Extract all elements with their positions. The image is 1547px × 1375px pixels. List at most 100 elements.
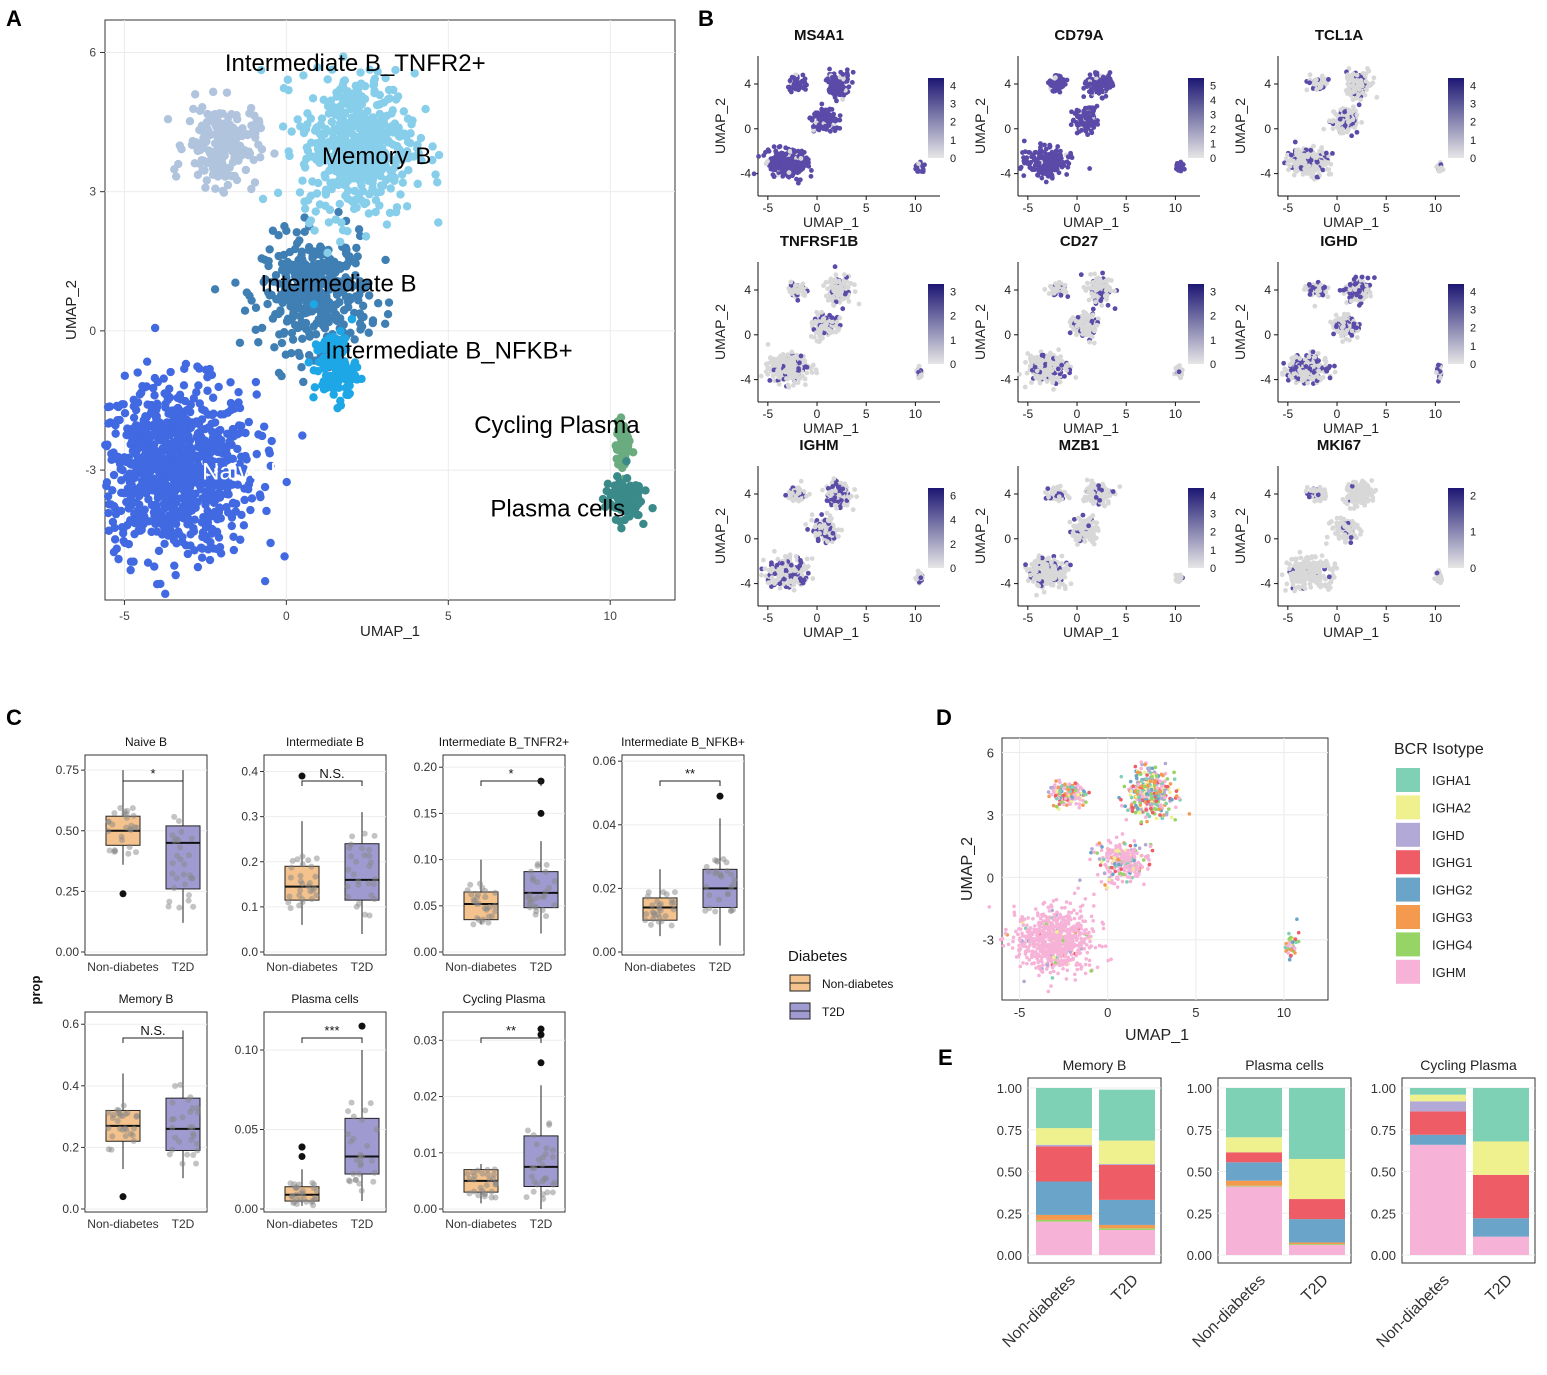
point [159, 500, 168, 509]
point [150, 373, 160, 383]
cell-point [1314, 159, 1320, 165]
y-tick-label: 4 [1004, 283, 1011, 297]
cell-point [820, 335, 825, 341]
point [202, 534, 211, 544]
y-tick-label: 0 [1004, 328, 1011, 342]
cell-point [1350, 89, 1356, 95]
point [373, 299, 383, 308]
cell-point [850, 69, 856, 75]
point [627, 492, 636, 502]
point [171, 462, 181, 472]
cell-point [1031, 166, 1037, 172]
point [603, 479, 613, 489]
cell-point [812, 318, 818, 324]
point [235, 338, 245, 347]
x-tick-label: 0 [1074, 407, 1081, 421]
x-tick-label: 0 [814, 201, 821, 215]
point [259, 422, 269, 431]
colorbar-label: 3 [950, 286, 956, 298]
point [158, 431, 167, 440]
cell-point [1064, 77, 1070, 83]
point [241, 147, 251, 157]
point [133, 398, 143, 407]
point [162, 418, 172, 427]
point [312, 123, 321, 133]
point [355, 309, 365, 318]
point [300, 163, 310, 172]
cell-point [830, 90, 835, 95]
point [313, 178, 323, 188]
cell-point [1345, 81, 1351, 87]
point [170, 165, 179, 174]
x-tick-label: 0 [1074, 201, 1081, 215]
point [309, 393, 318, 402]
point [287, 127, 296, 136]
cell-point [1292, 139, 1298, 145]
colorbar-label: 4 [1210, 95, 1216, 107]
point [161, 589, 170, 599]
x-tick-label: 10 [909, 201, 923, 215]
cell-point [1021, 173, 1027, 179]
point [304, 358, 313, 367]
point [365, 190, 374, 199]
cell-point [1022, 149, 1028, 155]
point [143, 558, 153, 567]
cell-point [783, 376, 789, 381]
x-tick-label: -5 [763, 201, 774, 215]
cluster-label: Intermediate B_NFKB+ [325, 338, 572, 365]
point [257, 323, 267, 333]
y-axis-label: UMAP_2 [712, 304, 728, 360]
point [389, 85, 398, 95]
point [328, 379, 337, 388]
point [233, 444, 242, 454]
cell-point [1090, 105, 1096, 111]
cell-point [1330, 150, 1335, 156]
point [260, 482, 270, 492]
cell-point [1065, 362, 1070, 367]
point [383, 310, 393, 319]
point [216, 410, 226, 419]
point [280, 221, 289, 231]
cell-point [1054, 166, 1060, 172]
cell-point [1032, 157, 1037, 162]
cell-point [1110, 83, 1116, 88]
point [323, 248, 332, 258]
cell-point [1036, 160, 1042, 166]
cell-point [819, 106, 825, 112]
cell-point [789, 288, 795, 294]
point [119, 536, 128, 546]
cell-point [790, 382, 796, 388]
point [298, 334, 307, 343]
point [192, 388, 201, 397]
point [129, 413, 139, 422]
point [302, 154, 311, 164]
cell-point [1365, 66, 1370, 71]
point [345, 389, 355, 398]
point [223, 180, 233, 190]
cell-point [1054, 376, 1060, 381]
point [185, 436, 195, 445]
point [164, 521, 174, 530]
x-axis-label: UMAP_1 [1063, 214, 1119, 230]
point [150, 562, 159, 571]
point [280, 552, 289, 561]
cell-point [1362, 92, 1368, 98]
cell-point [840, 97, 846, 102]
point [299, 377, 308, 387]
cell-point [1314, 155, 1319, 161]
point [315, 200, 325, 209]
point [151, 500, 161, 509]
point [150, 419, 159, 429]
point [197, 518, 207, 527]
cell-point [792, 84, 797, 90]
point [270, 343, 279, 352]
cell-point [777, 363, 782, 369]
point [163, 115, 173, 124]
point [278, 122, 288, 131]
cell-point [840, 306, 846, 312]
cell-point [1053, 156, 1059, 162]
cell-point [766, 366, 771, 372]
point [179, 381, 189, 390]
point [434, 150, 444, 160]
